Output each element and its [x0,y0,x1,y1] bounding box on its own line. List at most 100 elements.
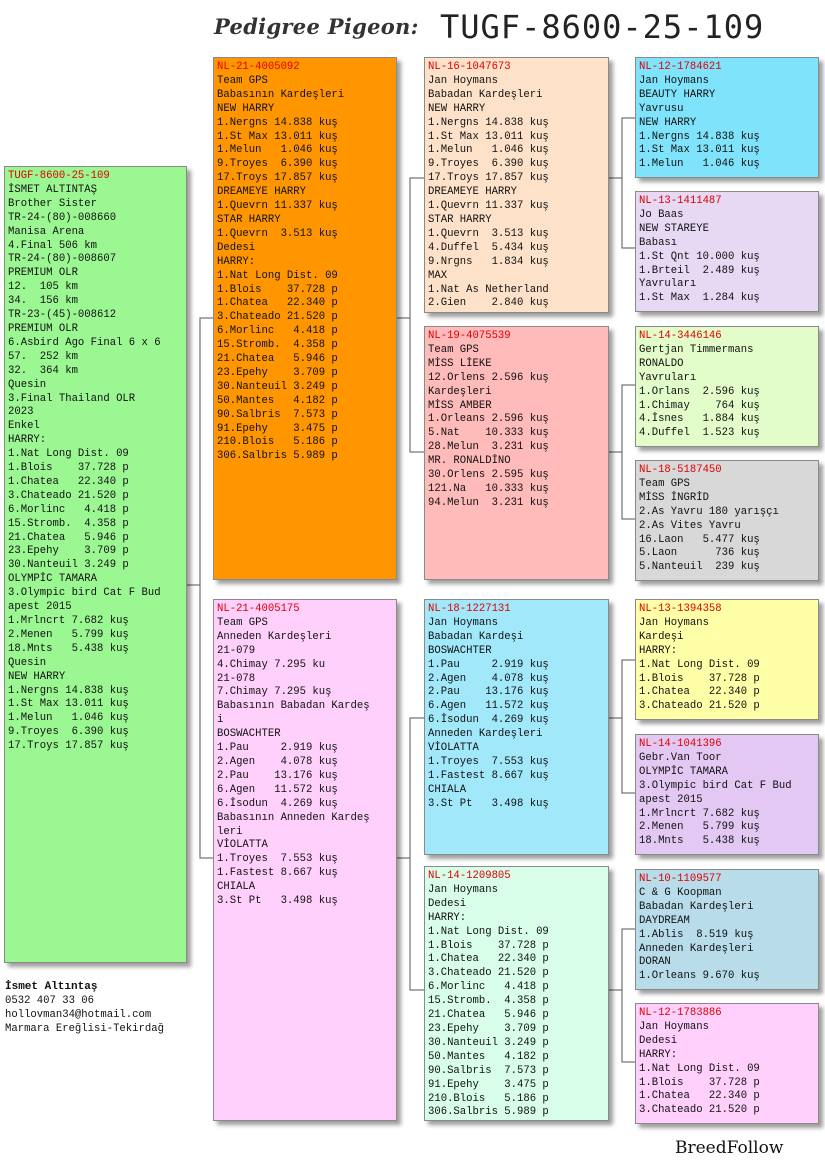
pedigree-line: 3.Olympic bird Cat F Bud [8,587,161,600]
pedigree-line: PREMIUM OLR [8,322,78,335]
pedigree-line: DREAMEYE HARRY [428,186,518,199]
pedigree-line: 3.Chateado 21.520 p [639,1104,760,1117]
pedigree-line: 30.Nanteuil 3.249 p [428,1036,549,1049]
pedigree-line: 5.Laon 736 kuş [639,547,760,560]
pedigree-line: 1.St Max 13.011 kuş [428,130,549,143]
pedigree-line: C & G Koopman [639,886,722,899]
pedigree-line: CHIALA [428,783,467,796]
pedigree-line: 1.Nat Long Dist. 09 [639,1062,760,1075]
pedigree-line: 3.Chateado 21.520 p [639,700,760,713]
pedigree-line: OLYMPİC TAMARA [8,573,98,586]
pedigree-line: 18.Mnts 5.438 kuş [8,642,129,655]
pedigree-line: 1.Troyes 7.553 kuş [428,755,549,768]
dam-dam-dam-card: NL-12-1783886 Jan Hoymans Dedesi HARRY: 1.N… [635,1003,819,1124]
pedigree-line: 32. 364 km [8,364,78,377]
owner-phone: 0532 407 33 06 [5,995,95,1007]
pedigree-line: 3.Chateado 21.520 p [8,489,129,502]
pedigree-line: 15.Stromb. 4.358 p [8,517,129,530]
sire-dam-sire-card: NL-14-3446146 Gertjan Timmermans RONALDO Y… [635,326,819,447]
pedigree-line: 9.Troyes 6.390 kuş [8,726,129,739]
dam-dam-sire-card: NL-10-1109577 C & G Koopman Babadan Karde… [635,869,819,990]
pedigree-line: 15.Stromb. 4.358 p [217,339,338,352]
ring-number: NL-13-1411487 [639,195,722,207]
pedigree-line: 34. 156 km [8,295,78,308]
pedigree-line: 1.Chimay 764 kuş [639,399,760,412]
ring-number: NL-21-4005092 [217,61,300,73]
pedigree-line: 6.İsodun 4.269 kuş [428,714,549,727]
owner-name: İsmet Altıntaş [5,981,98,993]
pedigree-line: Jo Baas [639,208,684,221]
pedigree-line: HARRY: [217,255,256,268]
dam-sire-card: NL-18-1227131 Jan Hoymans Babadan Kardeşi… [424,599,609,855]
pedigree-line: 2.Pau 13.176 kuş [428,686,549,699]
pedigree-line: 1.Blois 37.728 p [639,672,760,685]
pedigree-line: Enkel [8,420,40,433]
pedigree-line: Yavrusu [639,102,684,115]
pedigree-line: 28.Melun 3.231 kuş [428,441,549,454]
pedigree-line: 2.Pau 13.176 kuş [217,769,338,782]
pedigree-line: Gertjan Timmermans [639,343,754,356]
ring-number: NL-18-1227131 [428,603,511,615]
pedigree-line: 4.İsnes 1.884 kuş [639,413,760,426]
pedigree-line: 2.Agen 4.078 kuş [217,755,338,768]
pedigree-line: DAYDREAM [639,914,690,927]
sire-dam-card: NL-19-4075539 Team GPS MİSS LİEKE 12.Orlen… [424,326,609,580]
pedigree-line: 1.Melun 1.046 kuş [8,712,129,725]
pedigree-line: 15.Stromb. 4.358 p [428,995,549,1008]
pedigree-line: TR-24-(80)-008660 [8,211,117,224]
pedigree-line: 1.St Max 1.284 kuş [639,292,760,305]
pedigree-line: 1.Orleans 2.596 kuş [428,413,549,426]
pedigree-line: 1.Nat Long Dist. 09 [217,269,338,282]
pedigree-line: 5.Nanteuil 239 kuş [639,561,760,574]
pedigree-line: 57. 252 km [8,350,78,363]
pedigree-line: OLYMPİC TAMARA [639,765,729,778]
pedigree-line: 1.Quevrn 3.513 kuş [428,227,549,240]
pedigree-line: 23.Epehy 3.709 p [217,366,338,379]
pedigree-line: 2023 [8,406,34,419]
pedigree-line: 6.Agen 11.572 kuş [428,700,549,713]
pedigree-line: 1.Chatea 22.340 p [428,953,549,966]
pedigree-line: 1.St Max 13.011 kuş [639,144,760,157]
pedigree-line: DREAMEYE HARRY [217,186,307,199]
pedigree-line: BOSWACHTER [217,728,281,741]
dam-card: NL-21-4005175 Team GPS Anneden Kardeşleri… [213,599,397,1121]
pedigree-line: 1.Blois 37.728 p [639,1076,760,1089]
pedigree-line: 2.Menen 5.799 kuş [8,628,129,641]
pedigree-line: Babasının Babadan Kardeş [217,700,370,713]
pedigree-line: Babadan Kardeşleri [428,88,543,101]
pedigree-line: Anneden Kardeşleri [639,942,754,955]
pedigree-line: 1.Melun 1.046 kuş [639,158,760,171]
ring-number: NL-14-1209805 [428,870,511,882]
pedigree-line: Babasının Kardeşleri [217,88,345,101]
pedigree-line: 3.Olympic bird Cat F Bud [639,779,792,792]
pedigree-line: Jan Hoymans [428,74,498,87]
pedigree-line: 21.Chatea 5.946 p [217,353,338,366]
pedigree-line: apest 2015 [639,793,703,806]
pedigree-line: 3.Chateado 21.520 p [428,967,549,980]
pedigree-line: Team GPS [639,477,690,490]
pedigree-line: 2.Agen 4.078 kuş [428,672,549,685]
pedigree-line: CHIALA [217,881,256,894]
pedigree-line: 6.Morlinc 4.418 p [8,503,129,516]
pedigree-line: PREMIUM OLR [8,267,78,280]
pedigree-line: 1.St Max 13.011 kuş [8,698,129,711]
pedigree-line: 21.Chatea 5.946 p [8,531,129,544]
pedigree-line: Jan Hoymans [428,883,498,896]
footer-brand: BreedFollow [675,1138,784,1158]
pedigree-line: Quesin [8,656,47,669]
ring-number: TUGF-8600-25-109 [8,170,110,182]
pedigree-line: 1.Quevrn 3.513 kuş [217,227,338,240]
pedigree-line: 1.Brteil 2.489 kuş [639,264,760,277]
pedigree-line: Manisa Arena [8,225,85,238]
pedigree-line: 9.Troyes 6.390 kuş [428,158,549,171]
owner-email[interactable]: hollovman34@hotmail.com [5,1009,152,1021]
pedigree-line: VİOLATTA [428,742,479,755]
pedigree-line: 1.Mrlncrt 7.682 kuş [8,615,129,627]
pedigree-line: NEW HARRY [639,116,697,129]
pedigree-line: 3.Chateado 21.520 p [217,311,338,324]
pedigree-line: 1.Nat Long Dist. 09 [639,658,760,671]
pedigree-line: 1.Fastest 8.667 kuş [217,867,338,880]
pedigree-line: Dedesi [217,241,256,254]
ring-number: NL-12-1784621 [639,61,722,73]
pedigree-line: 1.Blois 37.728 p [428,939,549,952]
